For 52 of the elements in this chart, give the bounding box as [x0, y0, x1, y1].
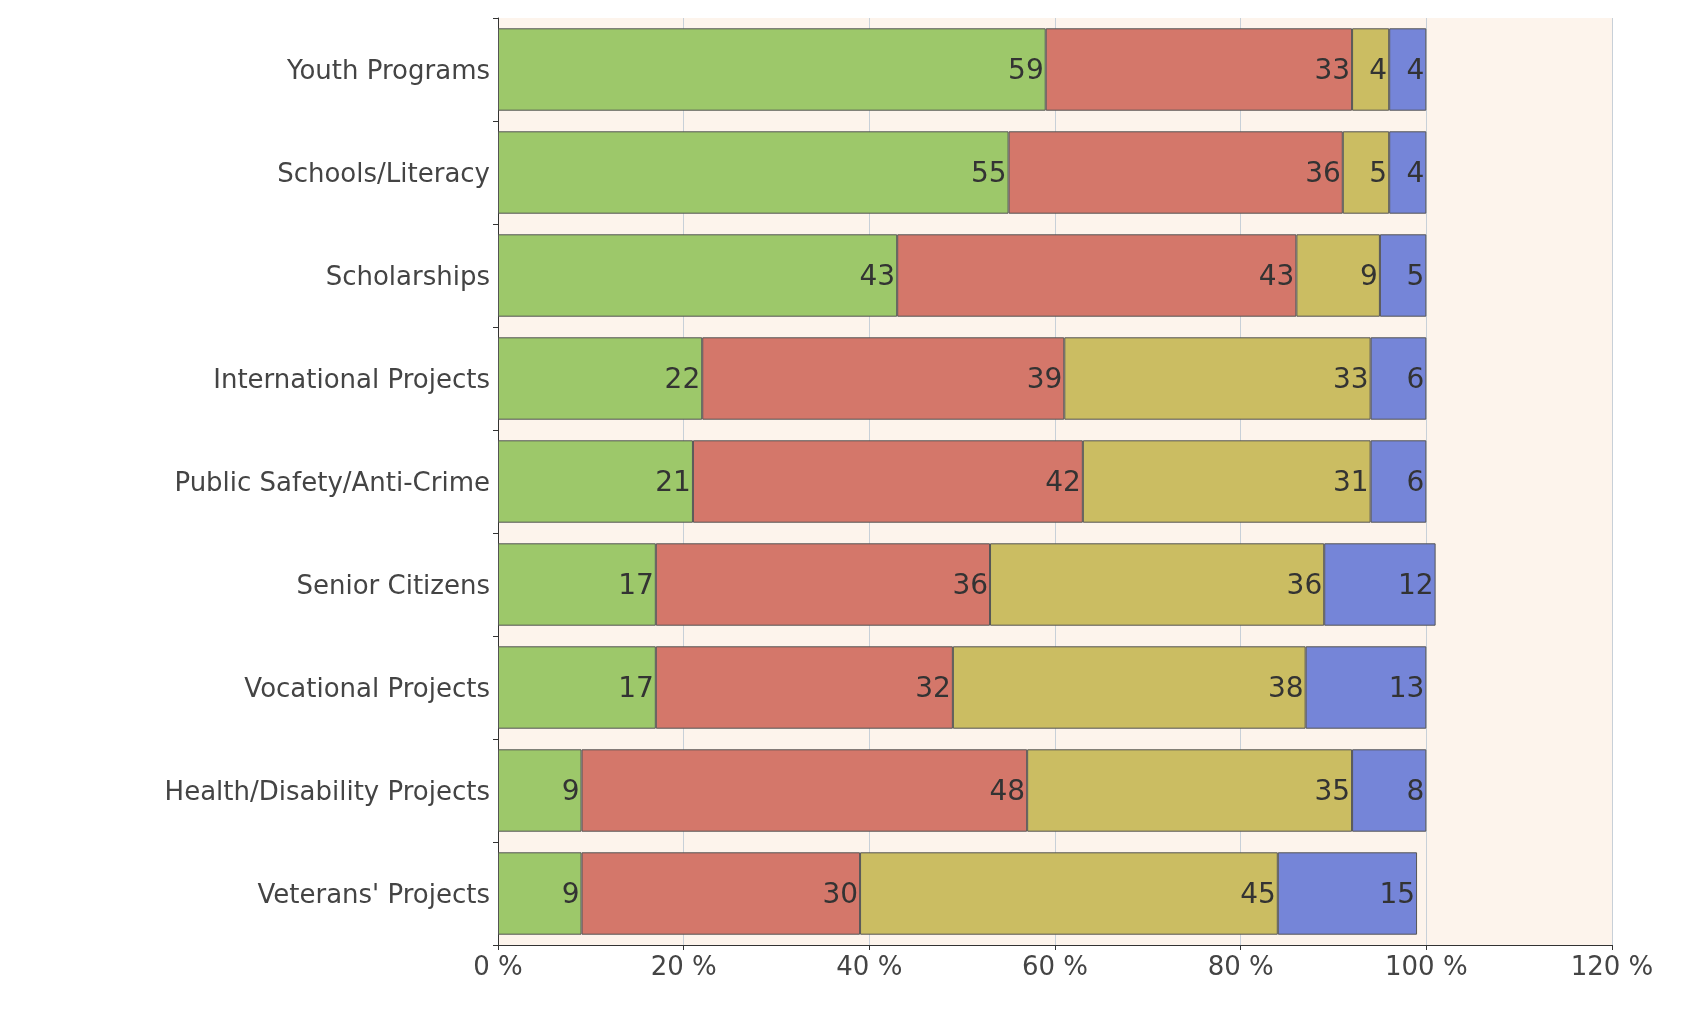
data-label: 8 — [1406, 774, 1425, 807]
data-label: 6 — [1406, 362, 1425, 395]
y-tick-label: Senior Citizens — [296, 569, 490, 600]
data-label: 17 — [618, 671, 654, 704]
data-label: 59 — [1008, 53, 1044, 86]
x-tick-label: 40 % — [836, 951, 903, 981]
data-label: 4 — [1369, 53, 1388, 86]
y-tick-label: Youth Programs — [286, 54, 490, 85]
y-tick-label: Health/Disability Projects — [164, 775, 490, 806]
x-tick-label: 60 % — [1021, 951, 1089, 981]
data-label: 9 — [1360, 259, 1378, 292]
data-label: 48 — [989, 774, 1026, 807]
x-tick-label: 0 % — [473, 951, 523, 981]
data-label: 5 — [1406, 259, 1425, 292]
data-label: 43 — [1258, 259, 1295, 292]
data-label: 36 — [952, 568, 989, 601]
data-label: 4 — [1406, 156, 1425, 189]
x-tick-label: 80 % — [1207, 951, 1274, 981]
data-label: 38 — [1268, 671, 1304, 704]
x-tick-label: 120 % — [1570, 951, 1654, 981]
data-label: 12 — [1397, 568, 1434, 601]
y-tick-label: Veterans' Projects — [257, 878, 490, 909]
y-tick-label: Schools/Literacy — [277, 157, 490, 188]
data-label: 33 — [1314, 53, 1351, 86]
data-label: 15 — [1379, 877, 1416, 910]
data-label: 9 — [561, 877, 580, 910]
x-tick-label: 20 % — [650, 951, 717, 981]
data-label: 4 — [1406, 53, 1425, 86]
y-tick-label: Vocational Projects — [244, 672, 490, 703]
data-label: 30 — [822, 877, 859, 910]
data-label: 42 — [1045, 465, 1081, 498]
data-label: 5 — [1369, 156, 1388, 189]
data-label: 33 — [1332, 362, 1369, 395]
data-label: 43 — [859, 259, 896, 292]
data-label: 22 — [664, 362, 701, 395]
data-label: 9 — [561, 774, 580, 807]
data-label: 35 — [1314, 774, 1351, 807]
data-label: 55 — [970, 156, 1007, 189]
data-label: 39 — [1026, 362, 1063, 395]
y-tick-label: Public Safety/Anti-Crime — [174, 466, 490, 497]
data-label: 17 — [618, 568, 654, 601]
data-label: 21 — [655, 465, 691, 498]
data-label: 31 — [1332, 465, 1369, 498]
y-tick-label: Scholarships — [325, 260, 490, 291]
data-label: 6 — [1406, 465, 1425, 498]
y-tick-label: International Projects — [213, 363, 490, 394]
data-label: 32 — [915, 671, 951, 704]
data-label: 36 — [1305, 156, 1341, 189]
data-label: 45 — [1240, 877, 1276, 910]
x-tick-label: 100 % — [1385, 951, 1468, 981]
data-label: 36 — [1286, 568, 1323, 601]
data-label: 13 — [1388, 671, 1425, 704]
